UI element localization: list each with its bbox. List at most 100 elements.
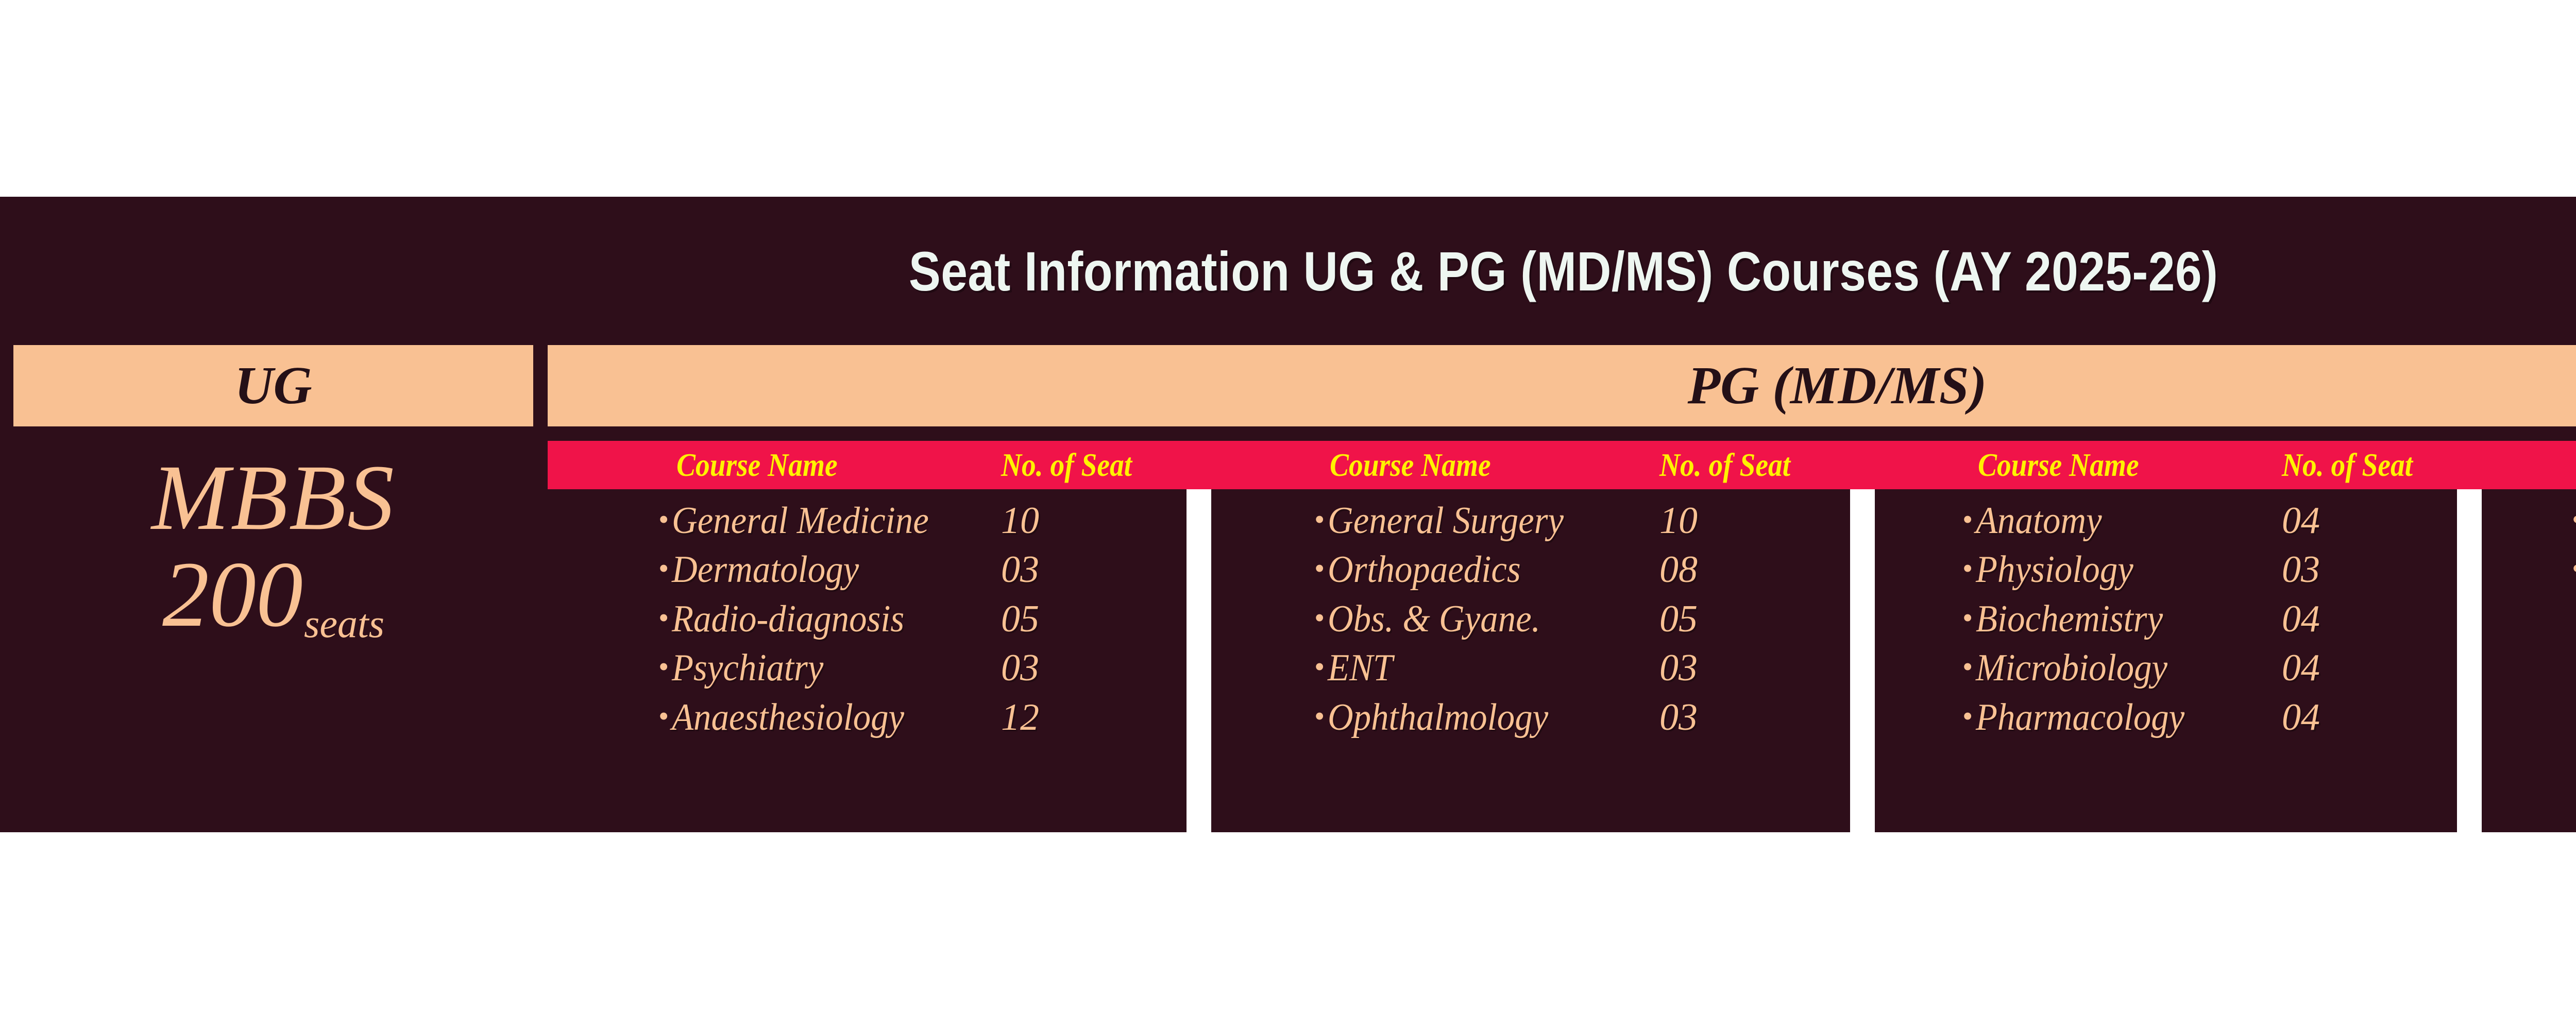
bullet-icon: • bbox=[658, 552, 669, 586]
course-row: • ENT 03 bbox=[1314, 647, 1850, 690]
course-row-inner: • Anatomy bbox=[1962, 500, 2457, 542]
bullet-icon: • bbox=[658, 699, 669, 733]
course-name-value: Pharmacology bbox=[1976, 696, 2185, 739]
course-row-inner: • General Medicine bbox=[658, 500, 1187, 542]
ug-heading-label: UG bbox=[234, 356, 312, 415]
pg-column-header-strip: Course Name No. of Seat Course Name No. of … bbox=[548, 441, 2576, 489]
seat-count-value: 08 bbox=[1659, 548, 1698, 591]
course-row: • Orthopaedics 08 bbox=[1314, 548, 1850, 591]
course-row-inner: • Obs. & Gyane. bbox=[1314, 597, 1850, 640]
course-name-value: Radio-diagnosis bbox=[672, 597, 905, 640]
course-name-value: Anatomy bbox=[1976, 500, 2102, 542]
course-row-inner: • Pharmacology bbox=[1962, 698, 2457, 737]
column-header-course-name: Course Name bbox=[1330, 447, 1491, 483]
seat-count-value: 04 bbox=[2282, 597, 2320, 640]
course-row: • Ophthalmology 03 bbox=[1314, 698, 1850, 737]
course-name-value: Physiology bbox=[1976, 548, 2133, 591]
course-row-inner: • Anaesthesiology bbox=[658, 698, 1187, 737]
bullet-icon: • bbox=[1314, 503, 1325, 536]
pg-course-column-1: • General Medicine 10 • Dermatology 03 • Radio-… bbox=[548, 489, 1187, 832]
ug-section-body: MBBS 200 seats bbox=[13, 432, 533, 832]
column-divider bbox=[1850, 489, 1875, 832]
ug-seat-line: 200 seats bbox=[162, 548, 384, 646]
course-name-value: ENT bbox=[1328, 647, 1393, 690]
seat-count-value: 04 bbox=[2282, 500, 2320, 542]
course-name-value: Biochemistry bbox=[1976, 597, 2163, 640]
course-row: • Pharmacology 04 bbox=[1962, 698, 2457, 737]
seat-count-value: 05 bbox=[1659, 597, 1698, 640]
course-row-inner: • ENT bbox=[1314, 647, 1850, 690]
column-divider bbox=[2457, 489, 2482, 832]
page-title: Seat Information UG & PG (MD/MS) Courses… bbox=[908, 239, 2218, 302]
course-name-value: General Medicine bbox=[672, 500, 929, 542]
course-row: • Microbiology 04 bbox=[1962, 647, 2457, 690]
seat-count-value: 03 bbox=[1001, 647, 1039, 690]
course-row-inner: • Dermatology bbox=[658, 548, 1187, 591]
pg-section: PG (MD/MS) Course Name No. of Seat Course … bbox=[548, 345, 2576, 832]
course-row: • Physiology 03 bbox=[1962, 548, 2457, 591]
seat-count-value: 03 bbox=[2282, 548, 2320, 591]
column-header-course-name: Course Name bbox=[1978, 447, 2139, 483]
course-row: • Radio-diagnosis 05 bbox=[658, 597, 1187, 640]
ug-section-header: UG bbox=[13, 345, 533, 426]
course-name-value: Dermatology bbox=[672, 548, 859, 591]
pg-course-columns: • General Medicine 10 • Dermatology 03 • Radio-… bbox=[548, 489, 2576, 832]
course-row: • General Medicine 10 bbox=[658, 500, 1187, 542]
course-row: • Biochemistry 04 bbox=[1962, 597, 2457, 640]
course-name-value: Ophthalmology bbox=[1328, 696, 1549, 739]
ug-section: UG MBBS 200 seats bbox=[13, 345, 533, 832]
course-row: • Obs. & Gyane. 05 bbox=[1314, 597, 1850, 640]
seat-count-value: 12 bbox=[1001, 696, 1039, 739]
bullet-icon: • bbox=[1962, 552, 1973, 586]
seat-count-value: 10 bbox=[1659, 500, 1698, 542]
column-header-no-of-seat: No. of Seat bbox=[1001, 447, 1132, 483]
seat-count-value: 03 bbox=[1001, 548, 1039, 591]
course-row-inner: • Ophthalmology bbox=[1314, 698, 1850, 737]
banner-title-bar: Seat Information UG & PG (MD/MS) Courses… bbox=[0, 197, 2576, 345]
course-row-inner: •Community Medicine bbox=[2572, 551, 2576, 628]
pg-heading-label: PG (MD/MS) bbox=[1687, 356, 1987, 415]
pg-column-header-1: Course Name No. of Seat bbox=[548, 441, 1211, 489]
seat-count-value: 05 bbox=[1001, 597, 1039, 640]
pg-course-column-3: • Anatomy 04 • Physiology 03 • Biochemistry 04 • M… bbox=[1875, 489, 2457, 832]
bullet-icon: • bbox=[2572, 554, 2576, 583]
pg-course-column-4: •Pathology03 •Community Medicine04 bbox=[2482, 489, 2576, 832]
bullet-icon: • bbox=[2572, 505, 2576, 535]
bullet-icon: • bbox=[1962, 503, 1973, 536]
bullet-icon: • bbox=[1314, 600, 1325, 634]
seat-information-banner: Seat Information UG & PG (MD/MS) Courses… bbox=[0, 197, 2576, 832]
course-row: • Psychiatry 03 bbox=[658, 647, 1187, 690]
course-name-value: Microbiology bbox=[1976, 647, 2168, 690]
pg-section-header: PG (MD/MS) bbox=[548, 345, 2576, 426]
bullet-icon: • bbox=[658, 650, 669, 684]
course-row: •Pathology03 bbox=[2572, 502, 2576, 540]
pg-column-header-3: Course Name No. of Seat bbox=[1875, 441, 2482, 489]
course-row: •Community Medicine04 bbox=[2572, 551, 2576, 628]
seat-count-value: 03 bbox=[1659, 696, 1698, 739]
course-name-value: Anaesthesiology bbox=[672, 696, 905, 739]
course-row: • General Surgery 10 bbox=[1314, 500, 1850, 542]
course-name-value: General Surgery bbox=[1328, 500, 1564, 542]
bullet-icon: • bbox=[658, 503, 669, 536]
bullet-icon: • bbox=[1314, 699, 1325, 733]
pg-column-header-2: Course Name No. of Seat bbox=[1211, 441, 1875, 489]
column-header-course-name: Course Name bbox=[676, 447, 838, 483]
column-header-no-of-seat: No. of Seat bbox=[1659, 447, 1791, 483]
course-row-inner: • Microbiology bbox=[1962, 647, 2457, 690]
bullet-icon: • bbox=[658, 600, 669, 634]
ug-seat-unit-label: seats bbox=[304, 601, 384, 646]
bullet-icon: • bbox=[1314, 552, 1325, 586]
bullet-icon: • bbox=[1962, 600, 1973, 634]
course-name-value: Orthopaedics bbox=[1328, 548, 1521, 591]
bullet-icon: • bbox=[1314, 650, 1325, 684]
seat-count-value: 04 bbox=[2282, 647, 2320, 690]
column-header-no-of-seat: No. of Seat bbox=[2282, 447, 2413, 483]
seat-count-value: 03 bbox=[1659, 647, 1698, 690]
course-row-inner: •Pathology bbox=[2572, 502, 2576, 540]
course-row-inner: • Physiology bbox=[1962, 548, 2457, 591]
ug-course-name: MBBS bbox=[151, 446, 395, 550]
column-divider bbox=[1187, 489, 1211, 832]
course-name-value: Obs. & Gyane. bbox=[1328, 597, 1540, 640]
course-row-inner: • General Surgery bbox=[1314, 500, 1850, 542]
